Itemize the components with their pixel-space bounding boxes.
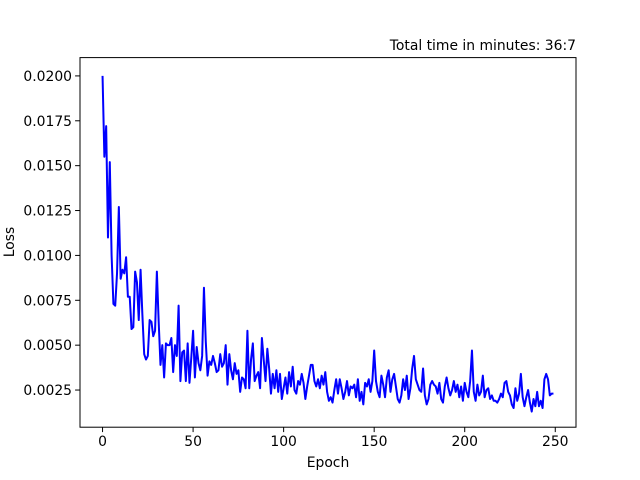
x-tick-label: 250 xyxy=(542,434,569,450)
chart-title: Total time in minutes: 36:7 xyxy=(389,38,576,54)
x-tick-label: 100 xyxy=(270,434,297,450)
y-axis-label: Loss xyxy=(2,227,18,257)
y-tick-label: 0.0050 xyxy=(23,338,72,354)
x-tick-label: 50 xyxy=(184,434,202,450)
y-tick-label: 0.0075 xyxy=(23,293,72,309)
x-tick-label: 200 xyxy=(451,434,478,450)
x-tick-label: 0 xyxy=(98,434,107,450)
y-tick-label: 0.0100 xyxy=(23,248,72,264)
x-axis-label: Epoch xyxy=(307,455,350,471)
y-tick-label: 0.0175 xyxy=(23,114,72,130)
y-tick-label: 0.0025 xyxy=(23,383,72,399)
x-tick-label: 150 xyxy=(361,434,388,450)
y-tick-label: 0.0125 xyxy=(23,204,72,220)
y-tick-label: 0.0150 xyxy=(23,159,72,175)
plot-frame xyxy=(79,57,577,428)
loss-line xyxy=(101,75,554,413)
y-tick-label: 0.0200 xyxy=(23,69,72,85)
